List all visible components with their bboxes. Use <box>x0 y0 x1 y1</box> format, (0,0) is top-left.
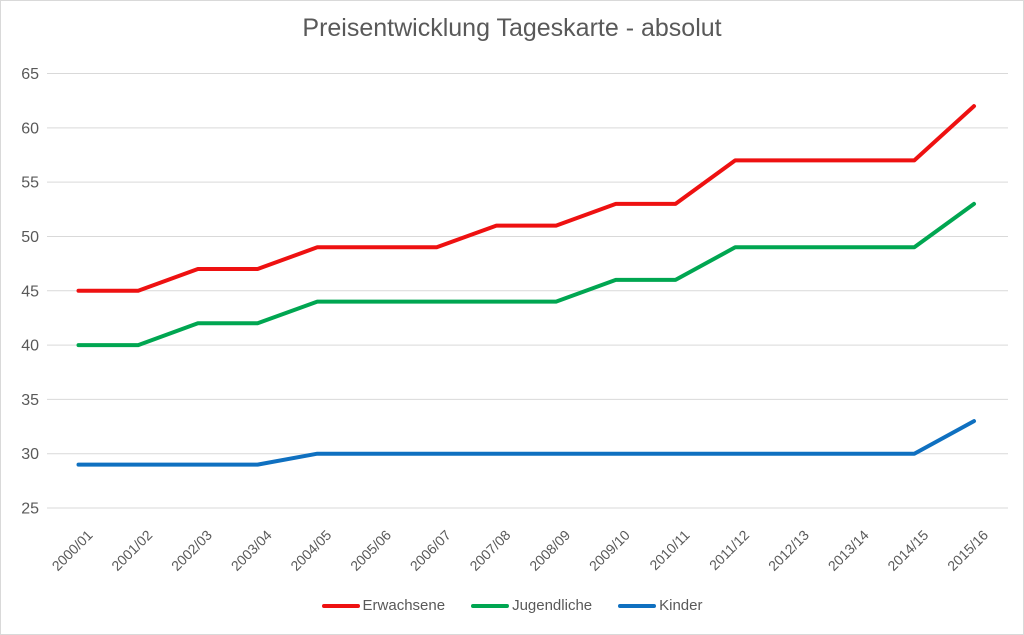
legend-item-kinder: Kinder <box>618 597 702 614</box>
chart-title: Preisentwicklung Tageskarte - absolut <box>302 14 722 42</box>
x-tick-label-15: 2015/16 <box>944 527 991 574</box>
x-tick-label-7: 2007/08 <box>466 527 513 574</box>
x-tick-label-14: 2014/15 <box>884 527 931 574</box>
legend-swatch-erwachsene <box>321 603 360 608</box>
y-tick-label-55: 55 <box>21 175 39 192</box>
y-tick-label-65: 65 <box>21 66 39 83</box>
x-tick-label-13: 2013/14 <box>825 527 872 574</box>
x-tick-label-2: 2002/03 <box>168 527 215 574</box>
x-tick-label-8: 2008/09 <box>526 527 573 574</box>
legend-swatch-jugendliche <box>471 603 510 608</box>
y-tick-label-40: 40 <box>21 338 39 355</box>
x-tick-label-9: 2009/10 <box>586 527 633 574</box>
y-tick-label-35: 35 <box>21 392 39 409</box>
y-tick-label-45: 45 <box>21 283 39 300</box>
series-line-jugendliche <box>76 201 976 348</box>
legend-label: Erwachsene <box>362 597 446 614</box>
legend-label: Kinder <box>659 597 703 614</box>
legend-item-jugendliche: Jugendliche <box>471 597 592 614</box>
x-tick-label-5: 2005/06 <box>347 527 394 574</box>
y-tick-label-50: 50 <box>21 229 39 246</box>
x-tick-label-10: 2010/11 <box>646 527 693 574</box>
legend-label: Jugendliche <box>512 597 593 614</box>
x-tick-label-3: 2003/04 <box>228 527 275 574</box>
x-tick-label-1: 2001/02 <box>108 527 155 574</box>
y-tick-label-60: 60 <box>21 120 39 137</box>
legend-swatch-kinder <box>618 603 657 608</box>
x-tick-label-0: 2000/01 <box>49 527 96 574</box>
y-tick-label-25: 25 <box>21 501 39 518</box>
x-tick-label-6: 2006/07 <box>407 527 454 574</box>
legend: Erwachsene Jugendliche Kinder <box>1 597 1023 614</box>
x-tick-label-4: 2004/05 <box>287 527 334 574</box>
y-tick-label-30: 30 <box>21 446 39 463</box>
series-line-erwachsene <box>76 104 976 293</box>
x-tick-label-12: 2012/13 <box>765 527 812 574</box>
series-line-kinder <box>76 419 976 467</box>
x-tick-label-11: 2011/12 <box>706 527 753 574</box>
legend-item-erwachsene: Erwachsene <box>321 597 446 614</box>
